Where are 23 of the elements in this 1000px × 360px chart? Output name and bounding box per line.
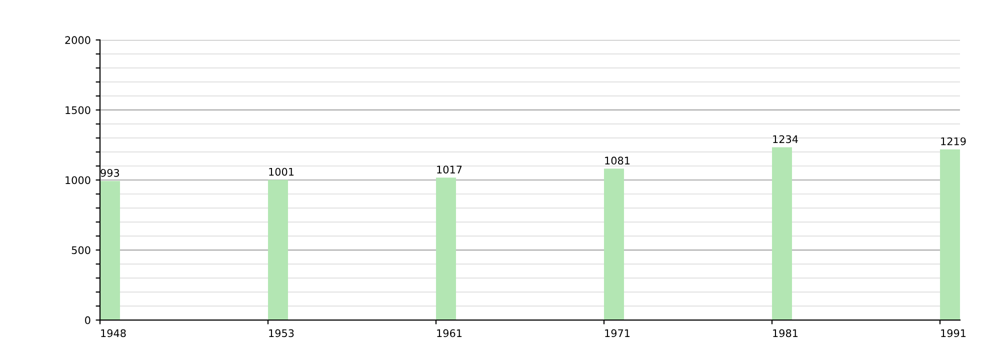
x-tick-label: 1991 (941, 329, 966, 338)
data-label: 1081 (605, 156, 630, 165)
x-tick-label: 1971 (605, 329, 630, 338)
y-tick-label: 0 (85, 316, 90, 324)
bar (436, 178, 456, 320)
bar (940, 149, 960, 320)
data-label: 993 (100, 168, 120, 177)
y-tick-label: 500 (72, 246, 90, 254)
data-label: 1001 (269, 168, 294, 176)
data-label: 1234 (773, 135, 798, 144)
y-tick-label: 1500 (66, 106, 90, 114)
data-label: 1017 (437, 166, 462, 174)
bar (604, 168, 624, 320)
x-tick-label: 1948 (101, 329, 126, 338)
x-tick-label: 1953 (269, 329, 294, 338)
y-tick-label: 2000 (65, 36, 90, 44)
bar (100, 180, 120, 320)
bar (772, 147, 792, 320)
x-tick-label: 1981 (773, 329, 798, 338)
data-label: 1219 (941, 137, 966, 146)
x-tick-label: 1961 (437, 329, 462, 338)
bar (268, 180, 288, 320)
y-tick-label: 1000 (66, 176, 90, 184)
